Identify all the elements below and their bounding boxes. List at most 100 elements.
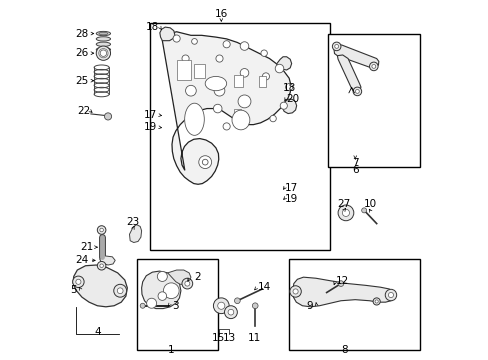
Text: 23: 23: [126, 217, 140, 227]
Circle shape: [275, 64, 283, 73]
Bar: [149, 23, 329, 249]
Circle shape: [100, 228, 103, 232]
Bar: [258, 76, 265, 87]
Circle shape: [184, 281, 189, 286]
Circle shape: [289, 286, 301, 297]
Circle shape: [252, 303, 258, 309]
Circle shape: [332, 42, 340, 51]
Text: 15: 15: [212, 333, 225, 343]
Circle shape: [100, 264, 103, 267]
Circle shape: [369, 62, 377, 71]
Text: 10: 10: [363, 199, 376, 209]
Circle shape: [280, 102, 287, 109]
Circle shape: [182, 278, 192, 289]
Text: 5: 5: [70, 285, 77, 295]
Circle shape: [117, 288, 123, 294]
Circle shape: [372, 298, 380, 305]
Text: 4: 4: [94, 327, 101, 337]
Circle shape: [224, 306, 237, 319]
Circle shape: [352, 87, 361, 96]
Ellipse shape: [96, 48, 110, 52]
Bar: [233, 109, 241, 116]
Bar: [288, 258, 419, 350]
Text: 26: 26: [76, 48, 89, 58]
Circle shape: [185, 85, 196, 96]
Polygon shape: [162, 32, 290, 184]
Text: 13: 13: [223, 333, 236, 343]
Polygon shape: [337, 55, 360, 92]
Circle shape: [97, 261, 106, 270]
Polygon shape: [129, 225, 142, 243]
Circle shape: [76, 279, 81, 284]
Polygon shape: [333, 45, 378, 68]
Polygon shape: [73, 265, 127, 307]
Circle shape: [202, 159, 207, 165]
Circle shape: [285, 84, 292, 91]
Text: 18: 18: [146, 22, 159, 32]
Ellipse shape: [184, 103, 204, 135]
Text: 1: 1: [167, 345, 174, 355]
Circle shape: [198, 156, 211, 168]
Text: 25: 25: [76, 76, 89, 86]
Circle shape: [157, 271, 167, 282]
Text: 17: 17: [285, 183, 298, 193]
Circle shape: [163, 283, 179, 298]
Text: 9: 9: [305, 301, 312, 311]
Ellipse shape: [231, 110, 249, 130]
Text: 21: 21: [80, 242, 93, 252]
Circle shape: [269, 115, 276, 122]
Text: 2: 2: [194, 272, 200, 282]
Text: 18: 18: [282, 83, 295, 93]
Bar: [194, 64, 205, 78]
Circle shape: [387, 292, 393, 298]
Ellipse shape: [99, 32, 108, 35]
Circle shape: [240, 42, 248, 50]
Circle shape: [223, 41, 230, 48]
Circle shape: [140, 303, 145, 308]
Ellipse shape: [96, 42, 110, 46]
Circle shape: [337, 281, 343, 287]
Bar: [137, 258, 217, 350]
Circle shape: [97, 226, 106, 234]
Text: 6: 6: [351, 165, 358, 175]
Circle shape: [337, 205, 353, 221]
Text: 27: 27: [337, 199, 350, 209]
Text: 7: 7: [351, 158, 358, 168]
Circle shape: [173, 35, 180, 42]
Text: 11: 11: [247, 333, 261, 343]
Circle shape: [213, 104, 222, 113]
Circle shape: [385, 289, 396, 301]
Circle shape: [238, 95, 250, 108]
Circle shape: [96, 46, 110, 60]
Polygon shape: [100, 256, 115, 265]
Circle shape: [261, 50, 267, 57]
Circle shape: [240, 68, 248, 77]
Circle shape: [292, 289, 298, 294]
Text: 19: 19: [144, 122, 157, 132]
Text: 22: 22: [77, 107, 90, 116]
Circle shape: [371, 64, 375, 68]
Circle shape: [216, 55, 223, 62]
Ellipse shape: [96, 37, 110, 41]
Circle shape: [158, 292, 166, 300]
Polygon shape: [160, 27, 175, 41]
Text: 20: 20: [285, 94, 299, 104]
Circle shape: [182, 55, 189, 62]
Text: 3: 3: [172, 301, 179, 311]
Text: 28: 28: [76, 28, 89, 39]
Bar: [176, 60, 190, 80]
Circle shape: [213, 298, 229, 314]
Bar: [233, 75, 242, 87]
Circle shape: [334, 45, 338, 48]
Circle shape: [234, 298, 240, 303]
Circle shape: [217, 302, 224, 309]
Circle shape: [114, 284, 126, 297]
Polygon shape: [282, 99, 296, 113]
Ellipse shape: [205, 76, 226, 91]
Circle shape: [374, 300, 378, 303]
Text: 24: 24: [76, 255, 89, 265]
Text: 17: 17: [144, 110, 157, 120]
Circle shape: [146, 298, 156, 308]
Text: 8: 8: [341, 345, 347, 355]
Circle shape: [191, 39, 197, 44]
